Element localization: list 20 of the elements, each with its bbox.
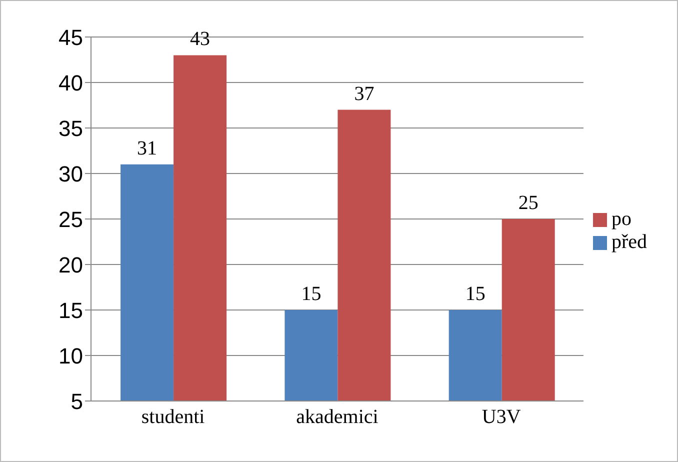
y-tick-label: 25 (58, 206, 83, 232)
x-tick-label: studenti (141, 406, 206, 428)
data-label: 15 (301, 283, 322, 305)
y-tick-label: 30 (58, 161, 83, 186)
legend-label: před (611, 231, 647, 253)
y-tick-label: 45 (58, 24, 83, 50)
y-tick-label: 20 (58, 252, 83, 278)
y-tick-label: 10 (58, 343, 83, 368)
y-tick-label: 40 (58, 70, 83, 96)
data-label: 43 (190, 28, 210, 50)
data-label: 15 (465, 283, 486, 305)
x-tick-label: akademici (296, 406, 379, 428)
y-tick-label: 5 (70, 388, 83, 414)
data-label: 31 (137, 137, 158, 160)
legend-label: po (611, 208, 632, 230)
y-tick-label: 15 (58, 298, 83, 323)
data-label: 37 (354, 82, 374, 105)
data-label: 25 (518, 192, 538, 214)
y-tick-label: 35 (58, 116, 83, 141)
x-tick-label: U3V (482, 406, 522, 428)
